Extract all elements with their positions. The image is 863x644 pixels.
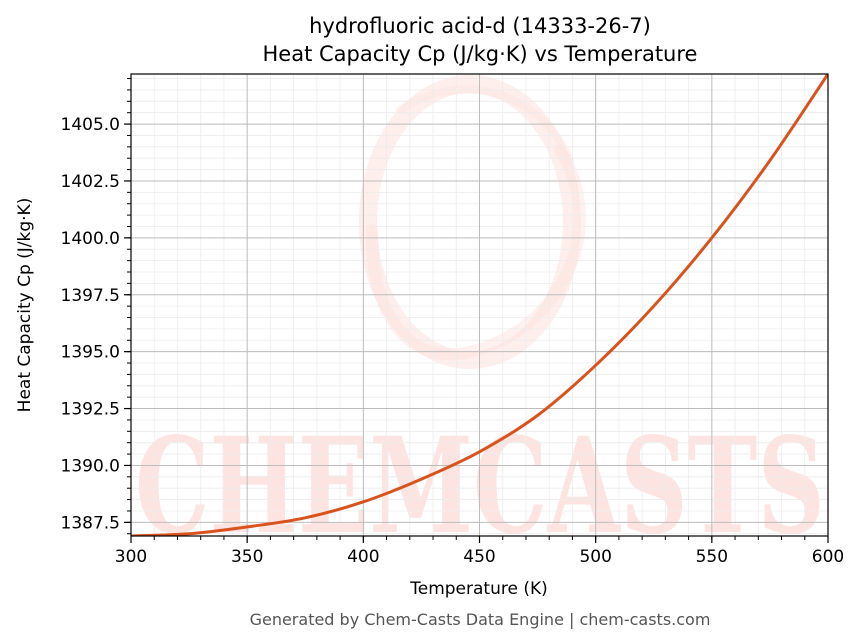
x-axis: 300 350 400 450 500 550 600 <box>115 536 844 567</box>
x-tick-label: 300 <box>115 547 147 567</box>
watermark-swirl-icon <box>359 75 586 369</box>
x-tick-label: 350 <box>231 547 263 567</box>
y-tick-label: 1402.5 <box>61 172 120 192</box>
y-tick-label: 1390.0 <box>61 456 120 476</box>
y-tick-label: 1395.0 <box>61 343 120 363</box>
x-tick-label: 550 <box>696 547 728 567</box>
plot-area <box>131 74 828 536</box>
y-axis: 1387.5 1390.0 1392.5 1395.0 1397.5 1400.0 1402… <box>61 78 131 535</box>
y-axis-label: Heat Capacity Cp (J/kg·K) <box>15 198 35 413</box>
chart-subtitle: Heat Capacity Cp (J/kg·K) vs Temperature <box>263 42 698 66</box>
grid-major <box>130 74 829 536</box>
y-tick-label: 1397.5 <box>61 286 120 306</box>
footer-credit: Generated by Chem-Casts Data Engine | ch… <box>250 610 711 629</box>
y-tick-label: 1400.0 <box>61 229 120 249</box>
y-tick-label: 1392.5 <box>61 400 120 420</box>
y-tick-label: 1387.5 <box>61 513 120 533</box>
x-tick-label: 500 <box>579 547 611 567</box>
series-line <box>131 74 828 536</box>
y-tick-label: 1405.0 <box>61 115 120 135</box>
x-tick-label: 600 <box>812 547 844 567</box>
x-tick-label: 400 <box>347 547 379 567</box>
x-axis-label: Temperature (K) <box>409 579 548 599</box>
chart-title: hydrofluoric acid-d (14333-26-7) <box>309 14 651 38</box>
x-tick-label: 450 <box>463 547 495 567</box>
